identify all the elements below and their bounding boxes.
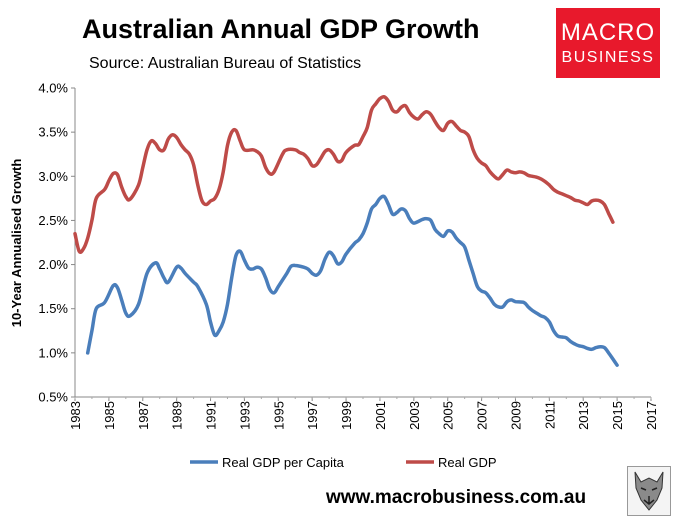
y-tick-label: 1.5% xyxy=(38,301,68,316)
y-axis-label: 10-Year Annualised Growth xyxy=(9,159,24,328)
y-tick-label: 1.0% xyxy=(38,345,68,360)
x-tick-label: 2015 xyxy=(610,401,625,430)
logo-text-business: BUSINESS xyxy=(561,49,655,66)
x-tick-label: 1987 xyxy=(136,401,151,430)
legend-label: Real GDP xyxy=(438,455,497,470)
x-tick-label: 1985 xyxy=(102,401,117,430)
macrobusiness-logo: MACRO BUSINESS xyxy=(556,8,660,78)
legend: Real GDP per Capita Real GDP xyxy=(190,455,497,470)
x-tick-labels: 1983 1985 1987 1989 1991 1993 1995 1997 1999 2001… xyxy=(68,401,659,430)
x-tick-label: 2007 xyxy=(475,401,490,430)
x-tick-label: 1989 xyxy=(170,401,185,430)
footer-url: www.macrobusiness.com.au xyxy=(326,487,587,508)
series-lines xyxy=(73,94,619,367)
chart-subtitle: Source: Australian Bureau of Statistics xyxy=(89,55,362,72)
y-tick-label: 0.5% xyxy=(38,390,68,405)
y-tick-label: 2.5% xyxy=(38,213,68,228)
legend-label: Real GDP per Capita xyxy=(222,455,345,470)
x-tick-label: 2011 xyxy=(542,401,557,429)
x-tick-label: 2005 xyxy=(441,401,456,430)
axes xyxy=(71,87,652,401)
x-tick-label: 1997 xyxy=(305,401,320,430)
chart-title: Australian Annual GDP Growth xyxy=(82,14,480,44)
wolf-emblem-icon xyxy=(627,466,671,516)
y-tick-labels: 0.5% 1.0% 1.5% 2.0% 2.5% 3.0% 3.5% 4.0% xyxy=(38,81,68,405)
x-tick-label: 1993 xyxy=(237,401,252,430)
y-tick-label: 3.5% xyxy=(38,125,68,140)
x-tick-label: 2013 xyxy=(576,401,591,430)
y-tick-label: 3.0% xyxy=(38,169,68,184)
series-line-real-gdp-per-capita xyxy=(85,194,619,367)
x-tick-label: 1991 xyxy=(204,401,219,430)
logo-text-macro: MACRO xyxy=(560,19,656,46)
x-tick-label: 2003 xyxy=(407,401,422,430)
series-line-real-gdp xyxy=(73,94,615,254)
y-tick-label: 4.0% xyxy=(38,81,68,96)
x-tick-label: 1995 xyxy=(271,401,286,430)
x-tick-label: 2017 xyxy=(644,401,659,430)
x-tick-label: 2001 xyxy=(373,401,388,430)
x-tick-label: 1983 xyxy=(68,401,83,430)
y-tick-label: 2.0% xyxy=(38,257,68,272)
x-tick-label: 1999 xyxy=(339,401,354,430)
x-tick-label: 2009 xyxy=(508,401,523,430)
